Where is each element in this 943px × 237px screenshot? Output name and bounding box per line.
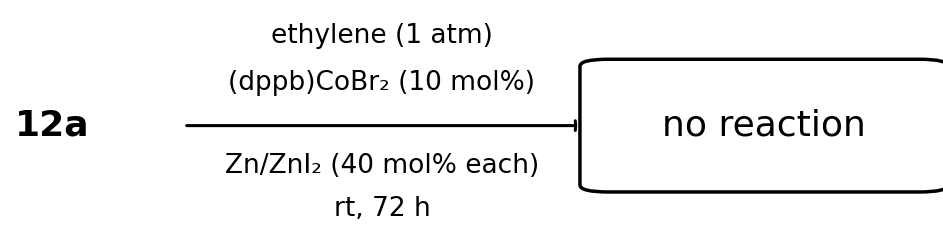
FancyBboxPatch shape	[580, 59, 943, 192]
Text: rt, 72 h: rt, 72 h	[334, 196, 430, 222]
Text: 12a: 12a	[14, 109, 90, 143]
Text: (dppb)CoBr₂ (10 mol%): (dppb)CoBr₂ (10 mol%)	[228, 70, 536, 96]
Text: Zn/ZnI₂ (40 mol% each): Zn/ZnI₂ (40 mol% each)	[224, 153, 539, 179]
Text: ethylene (1 atm): ethylene (1 atm)	[271, 23, 493, 49]
Text: no reaction: no reaction	[662, 109, 866, 143]
